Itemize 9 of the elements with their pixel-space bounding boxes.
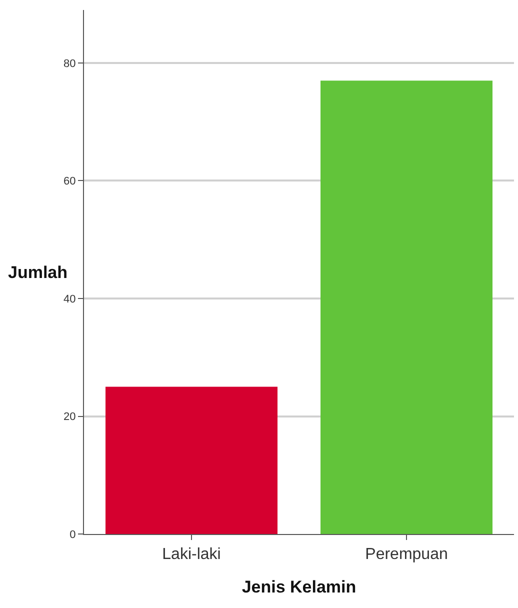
y-tick-label: 60	[64, 176, 76, 188]
y-tick-label: 40	[64, 293, 76, 306]
x-tick-label: Laki-laki	[162, 546, 221, 564]
y-tick-label: 0	[70, 528, 76, 541]
y-axis-title: Jumlah	[8, 263, 68, 282]
x-tick-label: Perempuan	[365, 546, 448, 564]
x-axis-title: Jenis Kelamin	[242, 578, 356, 597]
y-tick-label: 80	[64, 58, 76, 70]
y-tick-label: 20	[64, 411, 76, 424]
